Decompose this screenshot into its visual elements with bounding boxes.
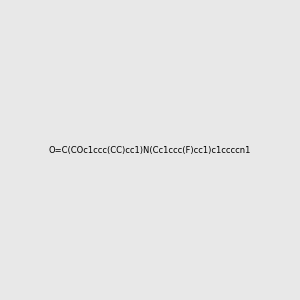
Text: O=C(COc1ccc(CC)cc1)N(Cc1ccc(F)cc1)c1ccccn1: O=C(COc1ccc(CC)cc1)N(Cc1ccc(F)cc1)c1cccc…: [49, 146, 251, 154]
